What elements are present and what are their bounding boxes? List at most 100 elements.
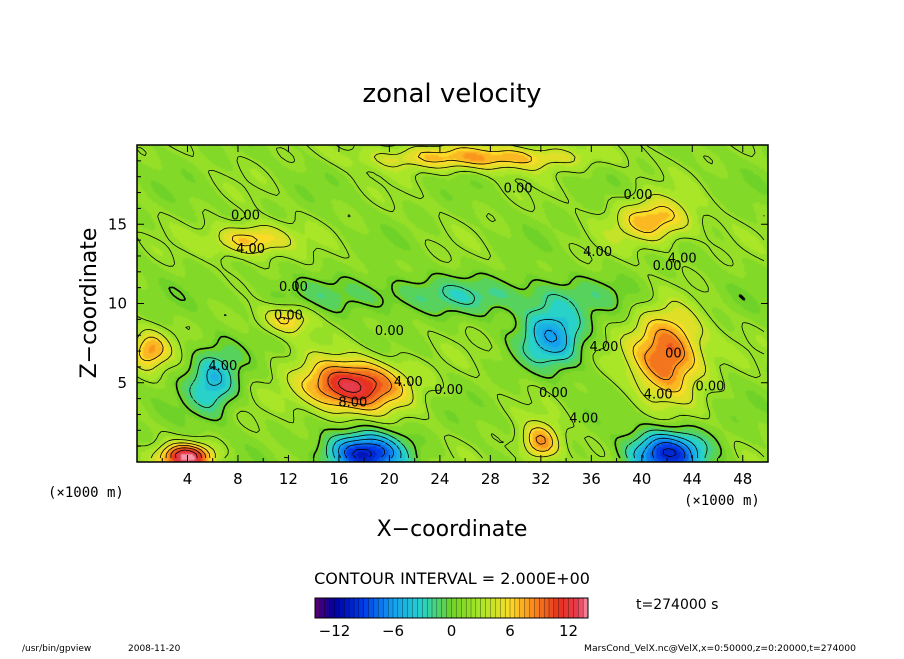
colorbar-segment — [539, 597, 545, 619]
colorbar-segment — [436, 597, 443, 619]
colorbar-segment — [495, 597, 501, 619]
contour-label: 0.00 — [539, 386, 568, 401]
contour-label: 0.00 — [504, 182, 533, 197]
contour-label: 4.00 — [394, 375, 423, 390]
colorbar-segment — [475, 597, 482, 619]
contour-label: 0.00 — [375, 324, 404, 339]
contour-label: 00 — [665, 346, 682, 361]
colorbar-segment — [407, 597, 413, 619]
contour-label: 0.00 — [434, 383, 463, 398]
time-label: t=274000 s — [636, 597, 718, 613]
footer-source: MarsCond_VelX.nc@VelX,x=0:50000,z=0:2000… — [584, 644, 856, 654]
colorbar-segment — [412, 597, 418, 619]
colorbar-segment — [524, 597, 530, 619]
colorbar-segment — [348, 597, 355, 619]
contour-label: 4.00 — [208, 359, 237, 374]
x-tick-label: 48 — [733, 470, 752, 488]
colorbar-segment — [353, 597, 360, 619]
x-tick-label: 16 — [329, 470, 348, 488]
colorbar-segment — [578, 597, 584, 619]
contour-line — [352, 448, 677, 459]
x-units-left: (×1000 m) — [48, 485, 124, 501]
contour-line — [344, 442, 686, 459]
y-axis-ticks: 5 10 15 — [108, 160, 768, 447]
contour-line — [170, 371, 377, 459]
colorbar-segment — [543, 597, 550, 619]
x-tick-label: 36 — [582, 470, 601, 488]
colorbar-segment — [568, 597, 574, 619]
colorbar-segment — [461, 597, 467, 619]
contour-label: 0.00 — [274, 308, 303, 323]
colorbar-segment — [485, 597, 491, 619]
colorbar-tick-label: −12 — [319, 622, 351, 640]
x-tick-label: 24 — [430, 470, 449, 488]
x-tick-label: 44 — [683, 470, 702, 488]
contour-label: 0.00 — [624, 188, 653, 203]
colorbar-segment — [334, 597, 340, 619]
colorbar-segment — [422, 597, 428, 619]
colorbar-tick-label: −6 — [382, 622, 404, 640]
colorbar-segment — [480, 597, 487, 619]
contour-line — [189, 285, 708, 459]
contour-line — [338, 329, 692, 459]
colorbar-segment — [339, 597, 345, 619]
contour-line — [165, 329, 685, 459]
colorbar-segment — [504, 597, 511, 619]
chart-title: zonal velocity — [362, 79, 541, 109]
velocity-field — [137, 145, 768, 462]
colorbar-frame — [314, 597, 589, 619]
colorbar-segment — [465, 597, 472, 619]
x-tick-label: 4 — [183, 470, 193, 488]
colorbar-segment — [314, 597, 321, 619]
x-tick-label: 32 — [531, 470, 550, 488]
colorbar-segment — [363, 597, 370, 619]
contour-line — [138, 147, 695, 459]
contour-label: 0.00 — [695, 380, 724, 395]
colorbar-segment — [431, 597, 438, 619]
x-tick-label: 20 — [380, 470, 399, 488]
colorbar-segment — [402, 597, 409, 619]
colorbar-segment — [451, 597, 457, 619]
colorbar-segment — [534, 597, 540, 619]
x-tick-label: 28 — [481, 470, 500, 488]
y-tick-label: 10 — [108, 295, 127, 313]
colorbar-segment — [319, 597, 326, 619]
contour-lines — [137, 145, 765, 459]
colorbar-tick-label: 6 — [505, 622, 515, 640]
contour-label: 0.00 — [653, 259, 682, 274]
colorbar-segment — [456, 597, 462, 619]
colorbar-tick-label: 12 — [559, 622, 578, 640]
colorbar-tick-label: 0 — [447, 622, 457, 640]
colorbar-segment — [329, 597, 335, 619]
colorbar-segment — [470, 597, 477, 619]
contour-label: 4.00 — [236, 242, 265, 257]
y-axis-label: Z−coordinate — [77, 228, 102, 379]
colorbar-segment — [441, 597, 448, 619]
contour-label: 0.00 — [279, 280, 308, 295]
colorbar-segment — [548, 597, 555, 619]
colorbar-segment — [573, 597, 579, 619]
colorbar-segment — [558, 597, 565, 619]
colorbar-segment — [509, 597, 516, 619]
colorbar-segment — [563, 597, 569, 619]
colorbar-segment — [417, 597, 423, 619]
footer-program: /usr/bin/gpview — [22, 644, 91, 654]
y-tick-label: 5 — [117, 374, 127, 392]
contour-line — [206, 319, 699, 459]
plot-area: 0.00 0.000.004.00 4.00 4.000.000.000.000.00… — [137, 145, 768, 462]
colorbar-segment — [553, 597, 560, 619]
contour-label: 4.00 — [569, 411, 598, 426]
contour-label: 4.00 — [644, 388, 673, 403]
y-tick-label: 15 — [108, 215, 127, 233]
colorbar-segment — [446, 597, 452, 619]
footer-date: 2008-11-20 — [128, 644, 181, 654]
contour-line — [137, 145, 707, 459]
colorbar-segment — [373, 597, 379, 619]
colorbar-segment — [519, 597, 526, 619]
contour-interval-label: CONTOUR INTERVAL = 2.000E+00 — [314, 569, 590, 588]
x-axis-ticks: 4 8 12 16 20 24 28 32 36 40 44 48 — [161, 145, 752, 488]
x-tick-label: 12 — [279, 470, 298, 488]
contour-label: 8.00 — [338, 396, 367, 411]
x-axis-label: X−coordinate — [377, 517, 528, 542]
